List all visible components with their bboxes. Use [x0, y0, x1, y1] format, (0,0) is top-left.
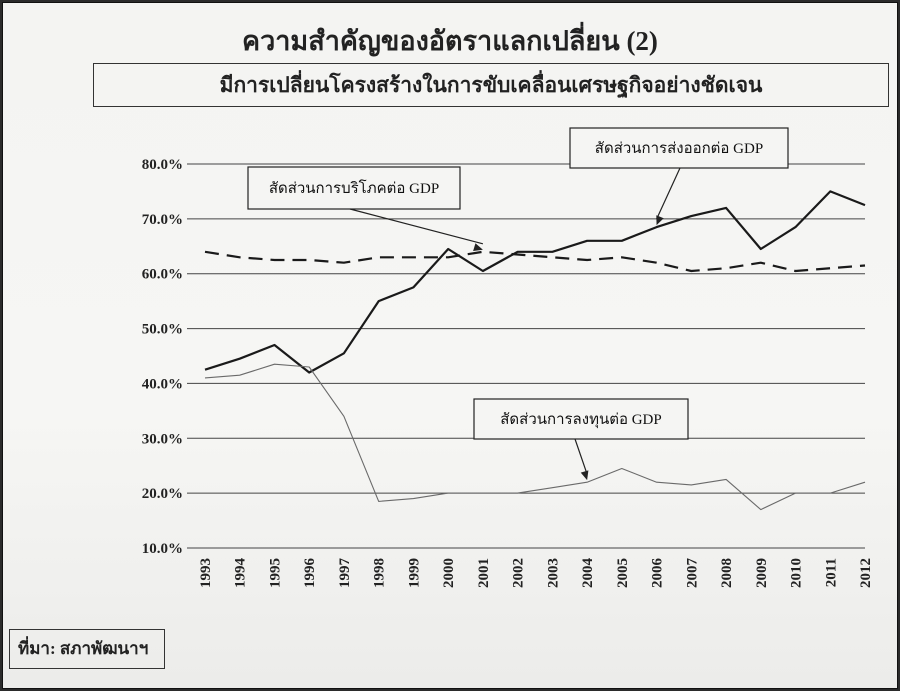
x-tick-label: 2009: [754, 558, 770, 588]
annotation-box: [569, 127, 789, 169]
x-tick-label: 2002: [511, 558, 527, 588]
y-tick-label: 80.0%: [142, 157, 183, 173]
series-line-1: [204, 250, 866, 273]
source-note: ที่มา: สภาพัฒนาฯ: [9, 629, 165, 669]
series-line-0: [204, 190, 866, 374]
x-tick-label: 2010: [789, 558, 805, 588]
x-tick-label: 2004: [580, 558, 596, 589]
annotation-label: สัดส่วนการบริโภคต่อ GDP: [269, 179, 439, 197]
y-tick-label: 60.0%: [142, 267, 183, 283]
x-tick-label: 1993: [198, 558, 214, 588]
x-tick-label: 2012: [858, 558, 874, 588]
annotation-arrowhead: [580, 470, 589, 481]
y-tick-label: 40.0%: [142, 376, 183, 392]
annotation-label: สัดส่วนการลงทุนต่อ GDP: [500, 412, 661, 429]
x-tick-label: 1997: [337, 558, 353, 589]
x-tick-label: 2006: [650, 558, 666, 589]
annotation-arrow-line: [656, 167, 681, 220]
annotation-box: [247, 166, 461, 210]
annotation-arrowhead: [656, 215, 664, 226]
x-tick-label: 2000: [441, 558, 457, 588]
y-tick-label: 70.0%: [142, 212, 183, 228]
page-title: ความสำคัญของอัตราแลกเปลี่ยน (2): [242, 26, 658, 56]
x-tick-label: 2005: [615, 558, 631, 588]
y-tick-label: 20.0%: [142, 486, 183, 502]
annotation-arrow-line: [574, 438, 588, 475]
x-tick-label: 1995: [267, 558, 283, 588]
annotation-arrowhead: [473, 243, 483, 251]
y-tick-label: 50.0%: [142, 322, 183, 338]
series-line-2: [204, 363, 866, 511]
x-tick-label: 2011: [823, 558, 839, 587]
x-tick-label: 1998: [372, 558, 388, 588]
subtitle-box: มีการเปลี่ยนโครงสร้างในการขับเคลื่อนเศรษ…: [93, 63, 889, 107]
annotation-label: สัดส่วนการส่งออกต่อ GDP: [595, 141, 763, 157]
x-tick-label: 1999: [406, 558, 422, 588]
x-tick-label: 2001: [476, 558, 492, 588]
x-tick-label: 1994: [233, 558, 249, 589]
x-tick-label: 2003: [545, 558, 561, 588]
x-tick-label: 1996: [302, 558, 318, 589]
y-tick-label: 30.0%: [142, 431, 183, 447]
annotation-arrow-line: [349, 208, 484, 245]
annotation-box: [473, 398, 689, 440]
y-tick-label: 10.0%: [142, 541, 183, 557]
x-tick-label: 2008: [719, 558, 735, 588]
x-tick-label: 2007: [684, 558, 700, 589]
